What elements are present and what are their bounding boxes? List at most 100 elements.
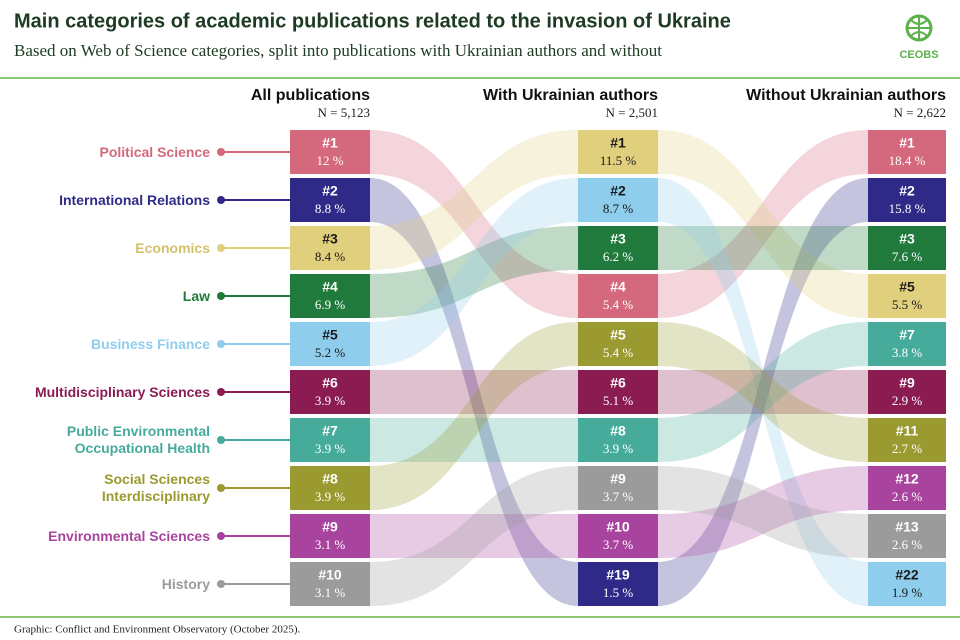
- connector-dot: [217, 196, 225, 204]
- column-title: With Ukrainian authors: [483, 87, 658, 104]
- ribbon: [658, 370, 868, 414]
- ribbon: [370, 130, 578, 270]
- ribbon: [370, 322, 578, 510]
- ribbon: [658, 466, 868, 558]
- connector-dot: [217, 340, 225, 348]
- rank-label: #9: [322, 519, 338, 535]
- rank-box: [578, 130, 658, 174]
- ribbon: [658, 130, 868, 318]
- rank-box: [578, 322, 658, 366]
- ribbon: [370, 466, 578, 606]
- value-label: 5.4 %: [603, 297, 634, 312]
- rank-box: [868, 514, 946, 558]
- column-title: All publications: [251, 87, 370, 104]
- value-label: 8.4 %: [315, 249, 346, 264]
- category-label: Environmental Sciences: [48, 527, 210, 544]
- chart-subtitle: Based on Web of Science categories, spli…: [14, 41, 662, 60]
- rank-box: [868, 178, 946, 222]
- rank-label: #3: [610, 231, 626, 247]
- rank-label: #10: [606, 519, 630, 535]
- value-label: 15.8 %: [889, 201, 926, 216]
- rank-label: #8: [610, 423, 626, 439]
- category-label: Political Science: [99, 143, 211, 160]
- rank-label: #9: [899, 375, 915, 391]
- rank-label: #5: [899, 279, 915, 295]
- value-label: 3.9 %: [315, 489, 346, 504]
- ribbon: [658, 178, 868, 606]
- connector-dot: [217, 292, 225, 300]
- rank-box: [290, 514, 370, 558]
- category-label: History: [161, 575, 210, 592]
- rank-label: #3: [899, 231, 915, 247]
- ribbon: [658, 178, 868, 606]
- rank-box: [578, 226, 658, 270]
- value-label: 2.6 %: [892, 537, 923, 552]
- rank-label: #1: [322, 135, 338, 151]
- rank-box: [868, 562, 946, 606]
- connector-dot: [217, 532, 225, 540]
- ribbons: [370, 130, 868, 606]
- source: Graphic: Conflict and Environment Observ…: [14, 624, 300, 636]
- rank-box: [290, 370, 370, 414]
- category-label: Economics: [135, 239, 210, 256]
- ribbon: [658, 466, 868, 558]
- ribbon: [370, 226, 578, 318]
- rank-box: [868, 370, 946, 414]
- rank-label: #7: [322, 423, 338, 439]
- rank-label: #6: [322, 375, 338, 391]
- rank-box: [868, 466, 946, 510]
- ribbon: [658, 322, 868, 462]
- value-label: 2.9 %: [892, 393, 923, 408]
- rank-box: [290, 466, 370, 510]
- connector-dot: [217, 436, 225, 444]
- rank-box: [578, 418, 658, 462]
- ribbon: [370, 514, 578, 558]
- rank-label: #6: [610, 375, 626, 391]
- rank-box: [578, 562, 658, 606]
- logo-text: CEOBS: [899, 49, 938, 61]
- value-label: 2.7 %: [892, 441, 923, 456]
- ribbon: [370, 178, 578, 606]
- rank-label: #4: [610, 279, 626, 295]
- category-label: Social Sciences Interdisciplinary: [101, 471, 210, 504]
- column-title: Without Ukrainian authors: [746, 87, 946, 104]
- rank-label: #22: [895, 567, 919, 583]
- rank-box: [868, 322, 946, 366]
- connector-dot: [217, 244, 225, 252]
- value-label: 18.4 %: [889, 153, 926, 168]
- category-label: International Relations: [59, 191, 210, 208]
- rank-label: #1: [610, 135, 626, 151]
- rank-label: #3: [322, 231, 338, 247]
- column-n: N = 2,501: [606, 105, 658, 120]
- value-label: 5.2 %: [315, 345, 346, 360]
- value-label: 6.9 %: [315, 297, 346, 312]
- value-label: 3.1 %: [315, 537, 346, 552]
- rank-label: #5: [322, 327, 338, 343]
- connector-dot: [217, 148, 225, 156]
- rank-label: #19: [606, 567, 630, 583]
- value-label: 12 %: [316, 153, 343, 168]
- rank-box: [578, 466, 658, 510]
- value-label: 3.8 %: [892, 345, 923, 360]
- ribbon: [658, 130, 868, 318]
- value-label: 1.9 %: [892, 585, 923, 600]
- value-label: 3.7 %: [603, 489, 634, 504]
- rank-label: #2: [610, 183, 626, 199]
- connector-dot: [217, 580, 225, 588]
- value-label: 2.6 %: [892, 489, 923, 504]
- logo-icon: [907, 16, 931, 40]
- rank-label: #7: [899, 327, 915, 343]
- connector-dot: [217, 484, 225, 492]
- value-label: 8.8 %: [315, 201, 346, 216]
- connector-dot: [217, 388, 225, 396]
- rank-label: #8: [322, 471, 338, 487]
- rank-box: [290, 226, 370, 270]
- rank-label: #2: [322, 183, 338, 199]
- rank-box: [578, 370, 658, 414]
- ribbon: [370, 418, 578, 462]
- rank-box: [868, 130, 946, 174]
- chart-title: Main categories of academic publications…: [14, 10, 731, 32]
- category-label: Public Environmental Occupational Health: [66, 423, 210, 456]
